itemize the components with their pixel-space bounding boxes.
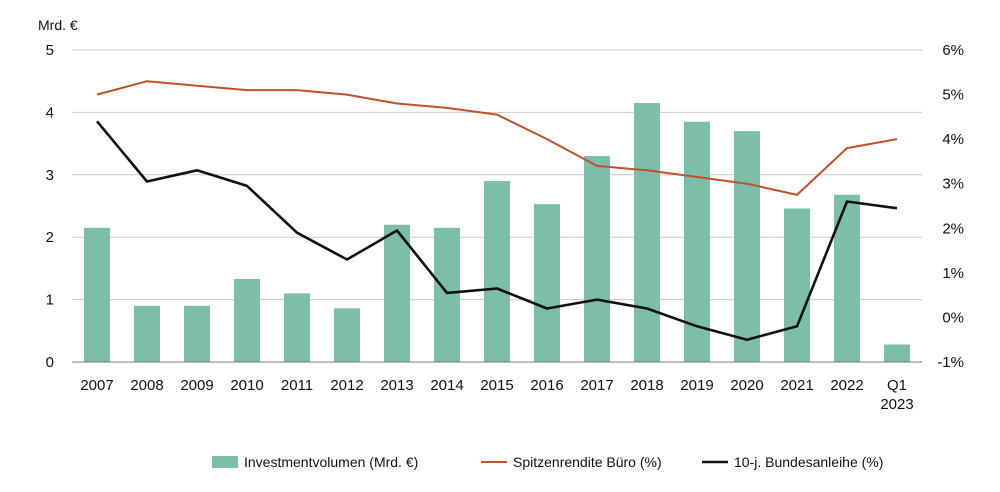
- y-left-tick-label: 4: [46, 104, 54, 121]
- bar-investmentvolumen: [384, 224, 410, 362]
- x-tick-label: 2007: [80, 377, 113, 394]
- bar-investmentvolumen: [284, 293, 310, 362]
- y-right-tick-label: 6%: [942, 42, 964, 59]
- bar-investmentvolumen: [734, 131, 760, 362]
- bar-investmentvolumen: [884, 344, 910, 362]
- y-left-tick-label: 3: [46, 167, 54, 184]
- x-tick-label: 2014: [430, 377, 463, 394]
- line-spitzenrendite-buero: [96, 80, 898, 196]
- x-tick-label: Q1 2023: [880, 377, 913, 413]
- legend-swatch-bar: [212, 456, 238, 468]
- bar-investmentvolumen: [634, 103, 660, 362]
- x-tick-label: 2008: [130, 377, 163, 394]
- y-left-tick-label: 5: [46, 42, 54, 59]
- legend-label: Investmentvolumen (Mrd. €): [244, 454, 418, 470]
- y-right-axis-ticks: -1% 0% 1% 2% 3% 4% 5% 6%: [937, 42, 964, 371]
- x-tick-label: 2012: [330, 377, 363, 394]
- bar-investmentvolumen: [834, 194, 860, 362]
- bar-investmentvolumen: [84, 227, 110, 362]
- y-left-tick-label: 1: [46, 292, 54, 309]
- bar-investmentvolumen: [434, 227, 460, 362]
- y-right-tick-label: 4%: [942, 131, 964, 148]
- x-tick-label: 2018: [630, 377, 663, 394]
- bar-investmentvolumen: [584, 156, 610, 362]
- x-tick-label: 2013: [380, 377, 413, 394]
- y-left-axis-ticks: 0 1 2 3 4 5: [46, 42, 54, 371]
- x-tick-label: 2022: [830, 377, 863, 394]
- bar-investmentvolumen: [784, 208, 810, 362]
- y-right-tick-label: 1%: [942, 265, 964, 282]
- line-series: [95, 80, 898, 342]
- y-right-tick-label: 0%: [942, 309, 964, 326]
- x-axis-ticks: 2007 2008 2009 2010 2011 2012 2013 2014 2015 2016…: [80, 377, 913, 413]
- x-tick-label: 2019: [680, 377, 713, 394]
- bar-investmentvolumen: [234, 279, 260, 362]
- y-left-unit-label: Mrd. €: [38, 17, 78, 33]
- bar-investmentvolumen: [534, 204, 560, 362]
- x-tick-label: 2010: [230, 377, 263, 394]
- bar-series: [84, 103, 910, 362]
- y-left-tick-label: 0: [46, 354, 54, 371]
- x-tick-label: 2015: [480, 377, 513, 394]
- y-right-tick-label: 2%: [942, 220, 964, 237]
- y-right-tick-label: 3%: [942, 176, 964, 193]
- legend: Investmentvolumen (Mrd. €) Spitzenrendite…: [212, 454, 883, 470]
- x-tick-label: 2011: [281, 377, 313, 394]
- bar-investmentvolumen: [184, 305, 210, 362]
- x-tick-label: 2017: [580, 377, 613, 394]
- bar-investmentvolumen: [134, 305, 160, 362]
- y-left-tick-label: 2: [46, 229, 54, 246]
- x-tick-label: 2016: [530, 377, 563, 394]
- legend-label: 10-j. Bundesanleihe (%): [734, 454, 883, 470]
- y-right-tick-label: 5%: [942, 87, 964, 104]
- x-tick-label: 2009: [180, 377, 213, 394]
- y-right-tick-label: -1%: [937, 354, 964, 371]
- bar-investmentvolumen: [484, 181, 510, 362]
- legend-label: Spitzenrendite Büro (%): [513, 454, 662, 470]
- x-tick-label: 2020: [730, 377, 763, 394]
- line-bundesanleihe: [95, 120, 898, 342]
- x-tick-label: 2021: [780, 377, 813, 394]
- bar-investmentvolumen: [334, 308, 360, 362]
